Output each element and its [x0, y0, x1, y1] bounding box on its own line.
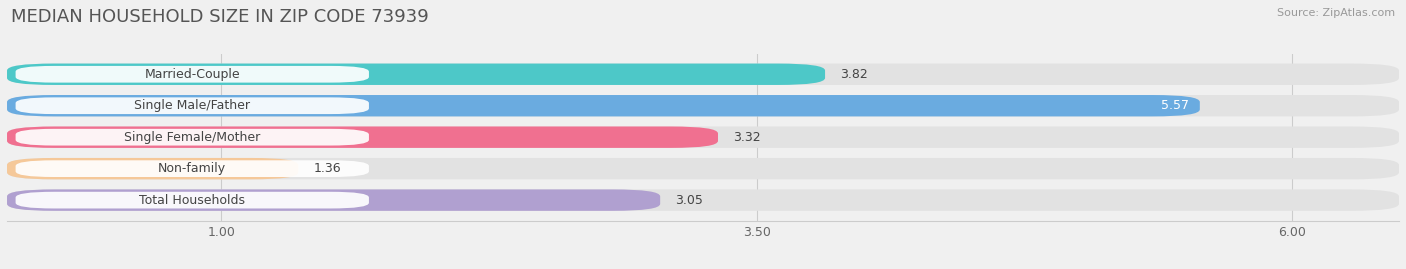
Text: Total Households: Total Households	[139, 194, 245, 207]
FancyBboxPatch shape	[7, 189, 1399, 211]
FancyBboxPatch shape	[7, 158, 298, 179]
FancyBboxPatch shape	[7, 158, 1399, 179]
Text: 3.05: 3.05	[675, 194, 703, 207]
Text: 3.82: 3.82	[839, 68, 868, 81]
FancyBboxPatch shape	[15, 160, 368, 177]
FancyBboxPatch shape	[7, 63, 825, 85]
Text: 5.57: 5.57	[1161, 99, 1189, 112]
FancyBboxPatch shape	[7, 189, 661, 211]
Text: Single Female/Mother: Single Female/Mother	[124, 131, 260, 144]
Text: MEDIAN HOUSEHOLD SIZE IN ZIP CODE 73939: MEDIAN HOUSEHOLD SIZE IN ZIP CODE 73939	[11, 8, 429, 26]
Text: 3.32: 3.32	[733, 131, 761, 144]
Text: Single Male/Father: Single Male/Father	[134, 99, 250, 112]
FancyBboxPatch shape	[7, 95, 1399, 116]
FancyBboxPatch shape	[7, 126, 1399, 148]
FancyBboxPatch shape	[7, 126, 718, 148]
FancyBboxPatch shape	[7, 95, 1199, 116]
Text: 1.36: 1.36	[314, 162, 340, 175]
FancyBboxPatch shape	[15, 97, 368, 114]
FancyBboxPatch shape	[7, 63, 1399, 85]
FancyBboxPatch shape	[15, 66, 368, 83]
Text: Non-family: Non-family	[159, 162, 226, 175]
Text: Source: ZipAtlas.com: Source: ZipAtlas.com	[1277, 8, 1395, 18]
Text: Married-Couple: Married-Couple	[145, 68, 240, 81]
FancyBboxPatch shape	[15, 129, 368, 146]
FancyBboxPatch shape	[15, 192, 368, 208]
